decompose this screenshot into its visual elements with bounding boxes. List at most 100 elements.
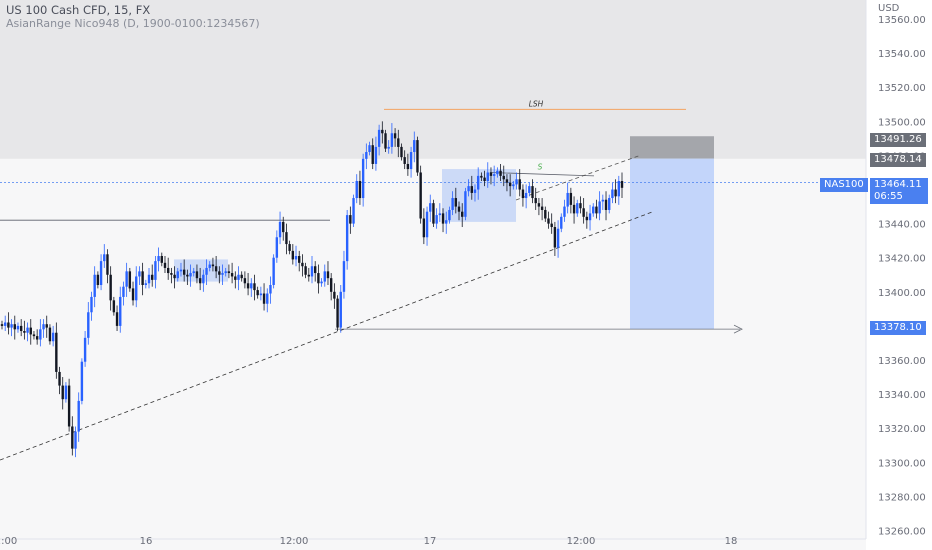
price-axis-background xyxy=(866,0,932,550)
candle-body xyxy=(291,250,295,260)
target-arrow-head xyxy=(733,324,743,334)
candle-body xyxy=(499,170,502,176)
candle-body xyxy=(307,274,311,277)
candle-body xyxy=(266,293,269,304)
candle-body xyxy=(476,175,480,190)
candle-body xyxy=(74,431,77,449)
candle-body xyxy=(218,271,221,275)
candle-body xyxy=(208,264,211,268)
candle-body xyxy=(563,206,566,217)
candle-body xyxy=(320,281,323,284)
candle-body xyxy=(371,145,374,164)
candle-body xyxy=(202,274,205,284)
price-tick-label: 13540.00 xyxy=(878,49,926,60)
candle-body xyxy=(163,262,167,268)
candle-body xyxy=(457,206,461,212)
candle-body xyxy=(282,221,285,233)
candle-body xyxy=(39,329,42,340)
candle-body xyxy=(390,133,394,147)
ascending-trendline xyxy=(0,211,653,461)
candle-body xyxy=(384,133,387,149)
candle-body xyxy=(179,269,183,272)
candle-body xyxy=(189,273,192,277)
price-tick-label: 13300.00 xyxy=(878,458,926,469)
candle-body xyxy=(540,206,544,210)
candle-body xyxy=(326,271,330,279)
price-tick-label: 13260.00 xyxy=(878,526,926,537)
candle-body xyxy=(115,312,119,326)
candle-body xyxy=(144,283,148,285)
candle-body xyxy=(19,325,23,332)
candle-body xyxy=(272,257,275,285)
candle-body xyxy=(80,361,84,401)
candle-body xyxy=(470,186,473,193)
price-tick-label: 13500.00 xyxy=(878,117,926,128)
bar-countdown: 06:55 xyxy=(874,191,903,202)
candle-body xyxy=(96,274,100,285)
candle-body xyxy=(186,274,189,277)
candle-body xyxy=(64,385,68,400)
candle-body xyxy=(387,146,390,149)
lsh-label: LSH xyxy=(529,99,544,108)
candle-body xyxy=(243,278,247,284)
candle-body xyxy=(572,204,576,214)
candle-body xyxy=(438,213,442,216)
candle-body xyxy=(611,189,614,199)
candle-body xyxy=(480,175,483,178)
candle-body xyxy=(51,332,55,342)
price-tick-label: 13400.00 xyxy=(878,288,926,299)
candle-body xyxy=(48,327,52,342)
candle-body xyxy=(368,145,371,153)
candle-body xyxy=(77,400,80,432)
candle-body xyxy=(582,208,585,217)
candle-body xyxy=(176,271,179,279)
candle-body xyxy=(214,266,218,272)
candle-body xyxy=(237,274,240,280)
candle-body xyxy=(598,201,601,214)
candle-body xyxy=(0,324,4,326)
time-tick-label: 12:00 xyxy=(280,536,309,547)
s-line xyxy=(489,172,595,177)
candle-body xyxy=(109,274,112,301)
candle-body xyxy=(588,213,592,221)
symbol-title: US 100 Cash CFD, 15, FX xyxy=(6,3,151,17)
candle-body xyxy=(445,220,448,224)
candle-body xyxy=(160,256,163,263)
candle-body xyxy=(515,179,518,185)
candle-body xyxy=(531,186,534,199)
candle-body xyxy=(301,262,304,267)
candle-body xyxy=(61,385,64,400)
candle-body xyxy=(409,152,413,170)
candle-body xyxy=(604,199,608,210)
candle-body xyxy=(614,189,617,197)
candle-body xyxy=(419,172,422,219)
candle-body xyxy=(496,170,499,175)
candle-body xyxy=(601,199,605,202)
candle-body xyxy=(195,271,199,279)
candle-body xyxy=(502,175,505,180)
candle-body xyxy=(106,254,109,275)
candle-body xyxy=(147,274,151,284)
candle-body xyxy=(138,271,141,277)
candle-body xyxy=(579,203,582,209)
candle-body xyxy=(333,291,336,299)
candle-body xyxy=(26,327,29,333)
candle-body xyxy=(451,198,454,210)
candle-body xyxy=(592,206,595,214)
candle-body xyxy=(58,371,61,386)
s-label: S xyxy=(538,162,543,171)
stop-price-marker: 13491.26 xyxy=(870,133,926,147)
candle-body xyxy=(550,223,553,228)
candle-body xyxy=(10,324,13,328)
current-price-marker: 13464.11 06:55 xyxy=(870,178,928,204)
candle-body xyxy=(262,293,266,304)
candle-body xyxy=(90,296,93,313)
candle-body xyxy=(377,129,381,147)
candle-body xyxy=(240,274,243,279)
candle-body xyxy=(221,273,224,275)
candle-body xyxy=(422,218,426,238)
candle-body xyxy=(508,182,512,187)
price-tick-label: 13560.00 xyxy=(878,15,926,26)
